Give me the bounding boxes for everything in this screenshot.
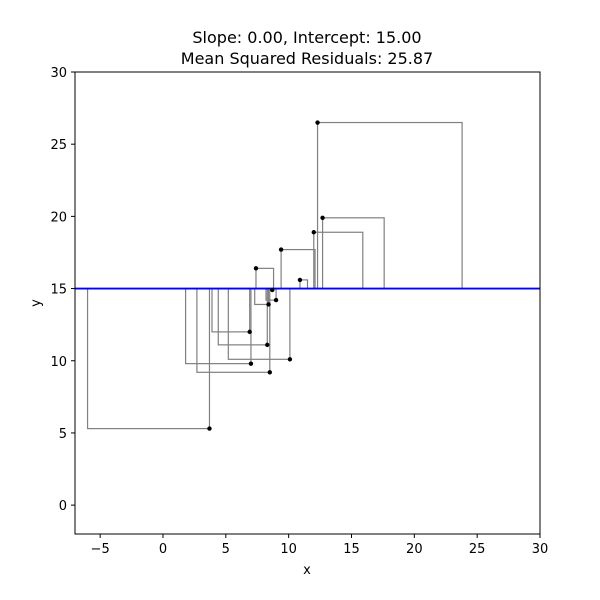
- residual-square: [255, 267, 275, 290]
- x-tick-label: −5: [91, 542, 110, 557]
- y-tick-label: 0: [59, 499, 67, 514]
- chart-title-line2: Mean Squared Residuals: 25.87: [181, 49, 433, 68]
- y-tick-label: 20: [50, 210, 67, 225]
- residual-square: [211, 287, 251, 333]
- plot-area: [75, 120, 540, 431]
- data-point: [297, 277, 303, 283]
- x-tick-label: 15: [343, 542, 360, 557]
- y-tick-label: 25: [50, 138, 67, 153]
- data-point: [265, 342, 270, 348]
- x-axis: −5 0 5 10 15 20 25 30: [91, 534, 549, 557]
- data-point: [273, 297, 279, 303]
- data-point: [311, 230, 316, 235]
- residual-square: [313, 231, 364, 290]
- data-point: [315, 120, 320, 125]
- residual-square: [227, 287, 291, 360]
- residual-square: [321, 217, 385, 290]
- x-tick-label: 30: [532, 542, 549, 557]
- residual-square: [217, 287, 268, 346]
- residual-square: [86, 287, 211, 430]
- data-point: [253, 266, 259, 271]
- data-point: [207, 426, 212, 431]
- x-tick-label: 10: [280, 542, 297, 557]
- y-tick-label: 10: [50, 355, 67, 370]
- data-point: [267, 370, 272, 375]
- chart-title-line1: Slope: 0.00, Intercept: 15.00: [192, 28, 421, 47]
- data-point: [248, 361, 254, 366]
- x-tick-label: 20: [406, 542, 423, 557]
- residual-square: [316, 121, 463, 290]
- x-axis-label: x: [303, 563, 311, 578]
- x-tick-label: 0: [159, 542, 167, 557]
- axes-frame: [74, 71, 541, 535]
- residual-square: [280, 248, 316, 290]
- y-tick-label: 30: [50, 66, 67, 81]
- x-tick-label: 25: [469, 542, 486, 557]
- y-axis-label: y: [29, 299, 44, 307]
- data-point: [278, 247, 284, 252]
- data-point: [287, 357, 293, 362]
- data-point: [266, 302, 271, 307]
- y-axis: 0 5 10 15 20 25 30: [50, 66, 75, 514]
- data-point: [320, 215, 325, 221]
- y-tick-label: 15: [50, 283, 67, 298]
- data-point: [270, 287, 275, 293]
- x-tick-label: 5: [222, 542, 230, 557]
- data-point: [247, 329, 252, 335]
- y-tick-label: 5: [59, 427, 67, 442]
